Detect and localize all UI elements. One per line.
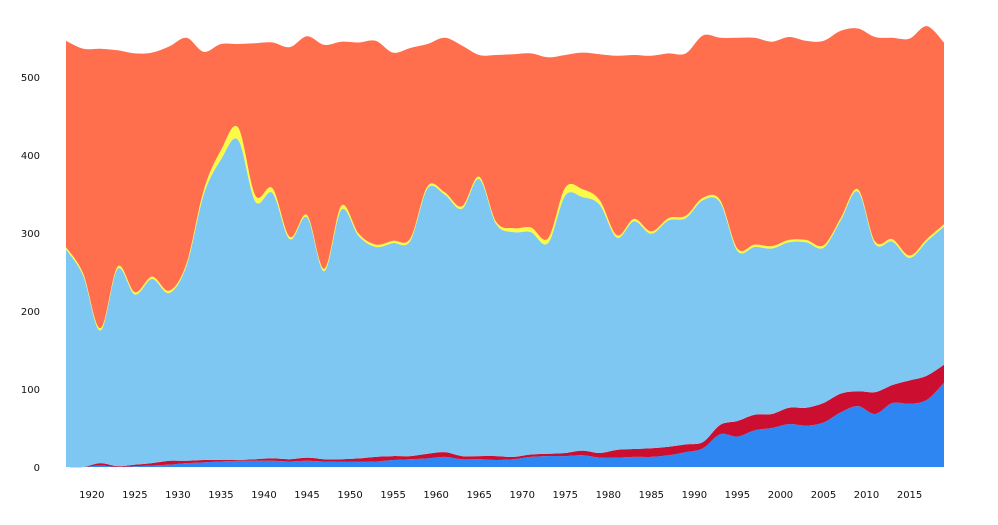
x-tick-label: 2015	[897, 490, 922, 501]
x-tick-label: 1930	[165, 490, 190, 501]
area-series-4	[66, 125, 944, 331]
x-tick-label: 1935	[208, 490, 233, 501]
x-tick-label: 1995	[725, 490, 750, 501]
y-tick-label: 500	[21, 73, 40, 84]
x-tick-label: 1970	[509, 490, 534, 501]
x-tick-label: 1990	[682, 490, 707, 501]
x-tick-label: 1955	[380, 490, 405, 501]
x-tick-label: 1920	[79, 490, 104, 501]
x-tick-label: 1980	[596, 490, 621, 501]
area-series-1	[66, 382, 944, 468]
area-series-3	[66, 138, 944, 468]
x-tick-label: 1945	[294, 490, 319, 501]
x-tick-label: 1950	[337, 490, 362, 501]
x-axis: 1920 1925 1930 1935 1940 1945 1950 1955 1960 1965…	[79, 490, 922, 501]
y-axis: 0 100 200 300 400 500	[21, 73, 40, 474]
y-tick-label: 100	[21, 385, 40, 396]
area-series-5	[66, 26, 944, 329]
x-tick-label: 2000	[768, 490, 793, 501]
y-tick-label: 400	[21, 151, 40, 162]
x-tick-label: 1985	[639, 490, 664, 501]
x-tick-label: 1965	[466, 490, 491, 501]
x-tick-label: 1975	[553, 490, 578, 501]
y-tick-label: 0	[34, 463, 40, 474]
area-series-2	[66, 364, 944, 468]
x-tick-label: 1940	[251, 490, 276, 501]
x-tick-label: 2010	[854, 490, 879, 501]
y-tick-label: 200	[21, 307, 40, 318]
area-layers	[66, 26, 944, 468]
y-tick-label: 300	[21, 229, 40, 240]
x-tick-label: 1925	[122, 490, 147, 501]
x-tick-label: 2005	[811, 490, 836, 501]
x-tick-label: 1960	[423, 490, 448, 501]
